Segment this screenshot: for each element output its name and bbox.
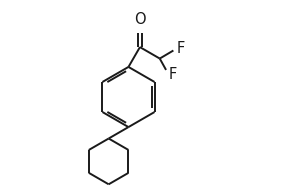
Text: F: F <box>177 41 185 56</box>
Text: F: F <box>169 67 177 82</box>
Text: O: O <box>134 12 146 27</box>
